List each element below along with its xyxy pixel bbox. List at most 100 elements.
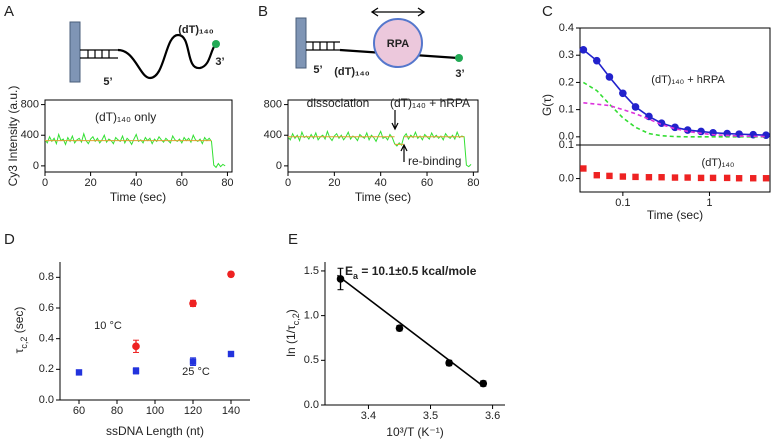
series-label: 10 °C	[94, 320, 122, 332]
surface	[295, 17, 307, 69]
x-tick-label: 20	[328, 177, 340, 189]
y-axis-label: ln (1/τc,2)	[284, 309, 301, 356]
x-tick-label: 1	[706, 197, 712, 209]
diffusion-arrow	[370, 7, 426, 17]
x-tick-label: 0.1	[615, 197, 630, 209]
series-line	[582, 81, 767, 138]
schematic-label: (dT)₁₄₀	[334, 66, 370, 78]
data-point	[593, 172, 600, 179]
x-tick-label: 0	[285, 177, 291, 189]
x-tick-label: 140	[222, 405, 240, 417]
data-point	[750, 175, 757, 182]
y-axis-label-part: )	[284, 309, 298, 313]
x-tick-label: 3.4	[361, 410, 376, 422]
series-line	[45, 131, 226, 169]
y-tick-label: 0.6	[39, 302, 54, 314]
series-label: (dT)₁₄₀ + hRPA	[651, 74, 725, 86]
data-point	[645, 112, 653, 121]
annotation: Ea = 10.1±0.5 kcal/mole	[345, 264, 477, 281]
rpa-protein	[373, 18, 423, 68]
y-tick-label: 0.1	[559, 104, 574, 116]
series-line	[582, 49, 767, 136]
data-point	[762, 175, 770, 182]
data-point	[631, 103, 640, 111]
data-point	[632, 173, 639, 181]
data-point	[645, 174, 653, 181]
y-tick-label: 0.0	[559, 131, 574, 143]
panel-letter: C	[542, 3, 553, 20]
y-tick-label: 0.0	[559, 172, 574, 184]
data-point	[227, 270, 235, 279]
x-axis-label: 10³/T (K⁻¹)	[386, 425, 443, 439]
data-point	[619, 89, 627, 98]
data-point	[658, 174, 665, 181]
schematic-label: 5’	[313, 64, 322, 76]
schematic-b	[295, 7, 463, 69]
schematic-label: (dT)₁₄₀	[178, 24, 214, 36]
schematic-label: 5’	[103, 76, 112, 88]
panel-letter: A	[4, 3, 14, 20]
y-tick-label: 0.4	[559, 22, 574, 34]
x-tick-label: 80	[221, 177, 233, 189]
data-point	[683, 126, 692, 134]
y-tick-label: 0.8	[39, 271, 54, 283]
x-tick-label: 120	[184, 405, 202, 417]
duplex	[80, 49, 118, 59]
schematic-a	[69, 21, 220, 83]
plot-frame	[44, 99, 233, 173]
schematic-label: 3’	[215, 56, 224, 68]
annotation: (dT)₁₄₀ + hRPA	[390, 96, 470, 110]
series-line	[583, 102, 767, 138]
data-point	[132, 342, 140, 351]
data-point	[723, 174, 731, 182]
data-point	[75, 369, 83, 376]
plot-frame	[579, 144, 771, 193]
data-point	[189, 299, 197, 308]
series-line	[336, 274, 484, 387]
y-tick-label: 800	[21, 99, 39, 111]
y-tick-label: 0.4	[39, 333, 54, 345]
data-point	[735, 175, 743, 182]
x-tick-label: 80	[467, 177, 479, 189]
y-axis-label: G(τ)	[540, 94, 554, 116]
x-tick-label: 40	[375, 177, 387, 189]
data-point	[132, 367, 140, 375]
data-point	[671, 123, 679, 132]
x-axis-label: Time (sec)	[647, 208, 703, 222]
y-tick-label: 400	[21, 129, 39, 141]
annotation: (dT)₁₄₀ only	[95, 110, 156, 124]
cy3-dye	[455, 54, 463, 62]
y-axis-label-part: c,2	[19, 337, 29, 349]
data-point	[189, 358, 197, 365]
y-axis-label: Cy3 Intensity (a.u.)	[6, 86, 20, 187]
x-tick-label: 20	[84, 177, 96, 189]
y-axis-label-part: (sec)	[12, 307, 26, 337]
data-point	[684, 174, 691, 181]
y-axis-label: τc,2 (sec)	[12, 307, 29, 354]
cy3-dye	[212, 40, 220, 48]
data-point	[619, 173, 627, 180]
x-tick-label: 80	[111, 405, 123, 417]
data-point	[227, 350, 235, 358]
plot-frame	[287, 99, 479, 173]
annotation-part: a	[353, 271, 359, 281]
x-axis-label: Time (sec)	[355, 190, 411, 204]
y-tick-label: 1.0	[304, 310, 319, 322]
x-tick-label: 100	[146, 405, 164, 417]
data-point	[579, 45, 588, 54]
ssdna	[117, 33, 216, 80]
data-point	[580, 165, 587, 172]
data-point	[657, 119, 666, 128]
data-point	[605, 73, 614, 81]
series-label: 25 °C	[182, 366, 210, 378]
y-tick-label: 0.5	[304, 354, 319, 366]
annotation-part: E	[345, 264, 353, 278]
y-tick-label: 0	[276, 160, 282, 172]
x-tick-label: 60	[73, 405, 85, 417]
annotation: dissociation	[307, 96, 370, 110]
y-tick-label: 400	[264, 129, 282, 141]
duplex	[306, 41, 340, 51]
y-tick-label: 1.5	[304, 265, 319, 277]
y-tick-label: 0.2	[39, 363, 54, 375]
